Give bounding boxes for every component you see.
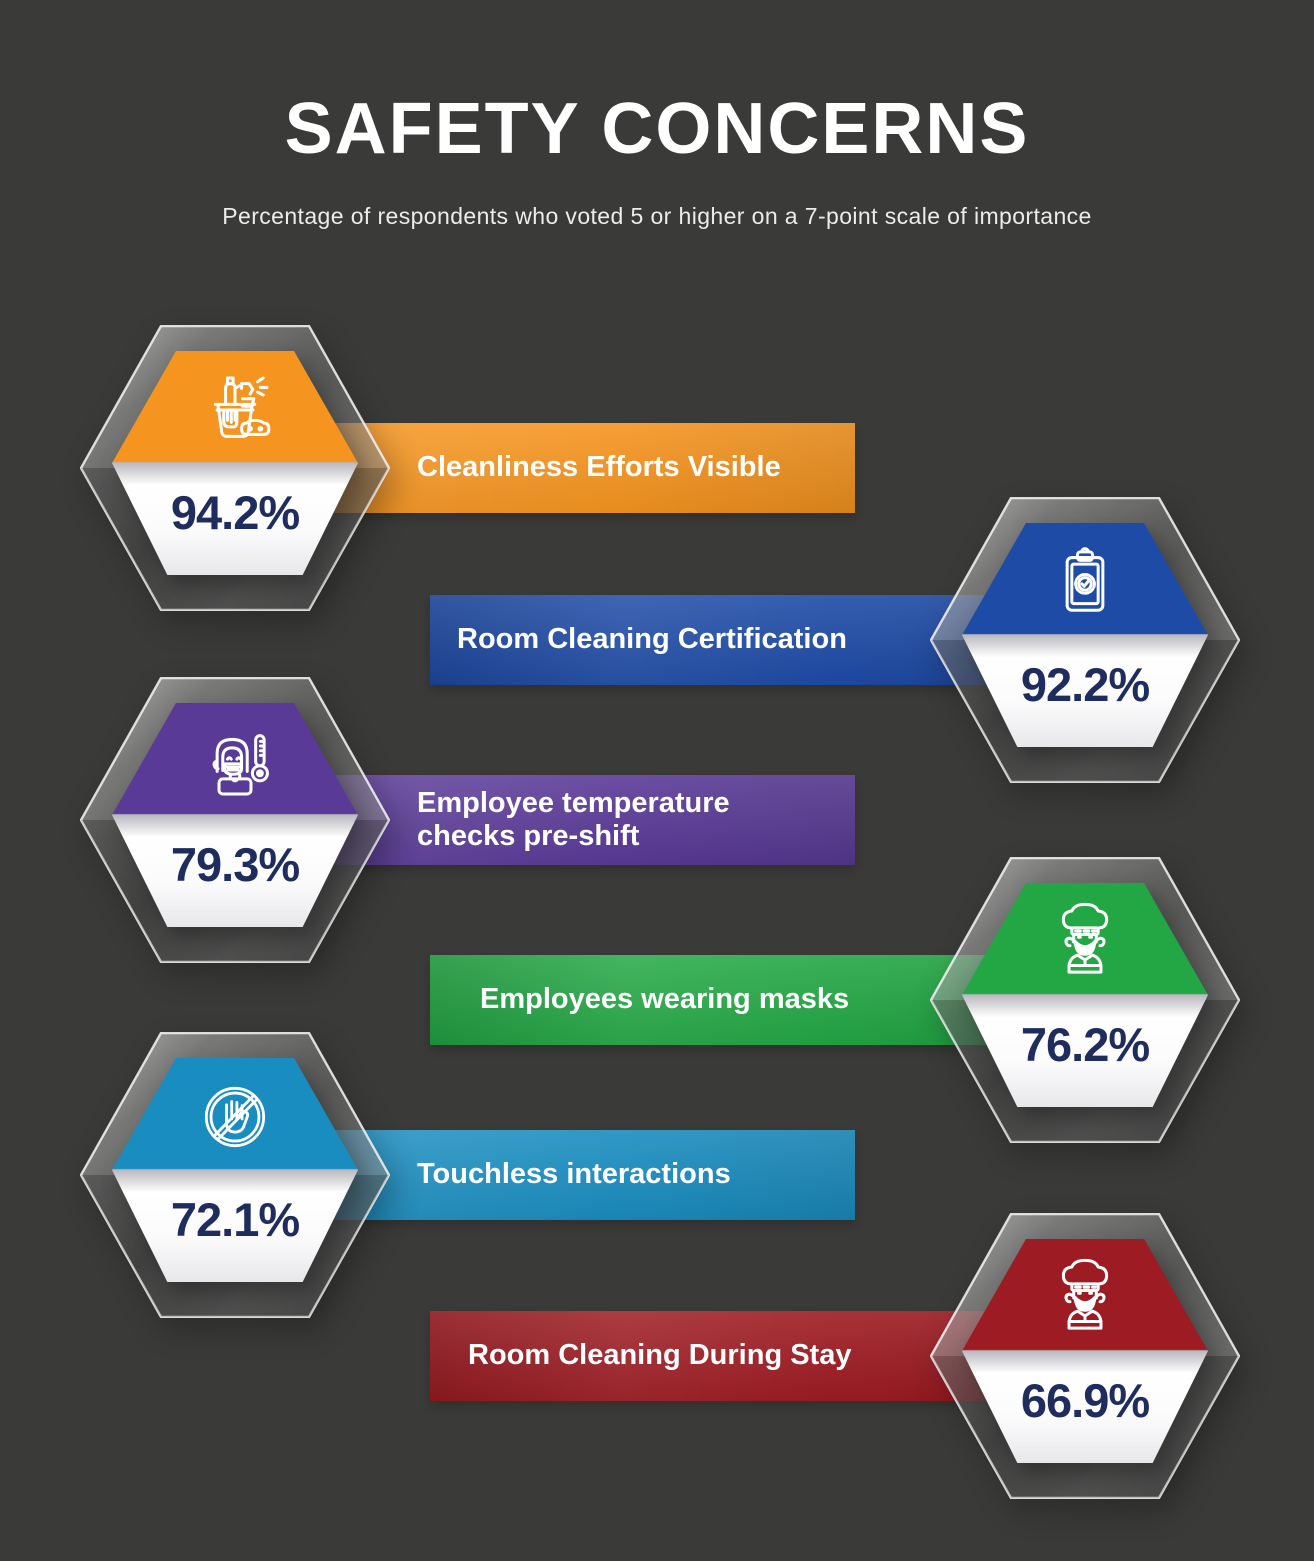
percentage-value: 76.2% bbox=[1020, 1018, 1150, 1071]
stat-hexagon: 76.2% bbox=[930, 857, 1240, 1143]
stat-hexagon: 92.2% bbox=[930, 497, 1240, 783]
percentage-value: 79.3% bbox=[170, 838, 300, 891]
category-ribbon: Touchless interactions bbox=[235, 1130, 855, 1220]
category-label: Room Cleaning Certification bbox=[457, 623, 847, 656]
stat-hexagon: 94.2% bbox=[80, 325, 390, 611]
category-label: Room Cleaning During Stay bbox=[468, 1339, 852, 1372]
safety-item-row: Touchless interactions 72.1% bbox=[0, 1032, 1314, 1318]
employee-temperature-icon bbox=[188, 715, 282, 809]
safety-item-row: Employees wearing masks 76.2% bbox=[0, 857, 1314, 1143]
stat-hexagon: 72.1% bbox=[80, 1032, 390, 1318]
safety-item-row: Cleanliness Efforts Visible 94.2% bbox=[0, 325, 1314, 611]
category-label-line: checks pre-shift bbox=[417, 820, 640, 852]
safety-item-row: Room Cleaning During Stay 66.9% bbox=[0, 1213, 1314, 1499]
page-title: SAFETY CONCERNS bbox=[284, 89, 1030, 169]
category-label: Employee temperature checks pre-shift bbox=[417, 787, 730, 854]
category-label-line: Employee temperature bbox=[417, 786, 730, 819]
page-subtitle: Percentage of respondents who voted 5 or… bbox=[222, 203, 1092, 229]
category-ribbon: Employee temperature checks pre-shift bbox=[235, 775, 855, 865]
stat-hexagon: 66.9% bbox=[930, 1213, 1240, 1499]
chef-mask-icon bbox=[1038, 895, 1132, 989]
safety-item-row: Employee temperature checks pre-shift 79… bbox=[0, 677, 1314, 963]
percentage-value: 92.2% bbox=[1020, 658, 1150, 711]
safety-item-row: Room Cleaning Certification 92.2% bbox=[0, 497, 1314, 783]
cleaning-supplies-icon bbox=[188, 363, 282, 457]
category-label: Employees wearing masks bbox=[480, 983, 850, 1016]
category-label: Cleanliness Efforts Visible bbox=[417, 451, 781, 484]
percentage-value: 94.2% bbox=[170, 486, 300, 539]
category-label: Touchless interactions bbox=[417, 1158, 731, 1191]
category-ribbon: Cleanliness Efforts Visible bbox=[235, 423, 855, 513]
percentage-value: 72.1% bbox=[170, 1193, 300, 1246]
no-touch-icon bbox=[188, 1070, 282, 1164]
clipboard-certificate-icon bbox=[1038, 535, 1132, 629]
chef-mask-icon bbox=[1038, 1251, 1132, 1345]
percentage-value: 66.9% bbox=[1020, 1374, 1150, 1427]
stat-hexagon: 79.3% bbox=[80, 677, 390, 963]
